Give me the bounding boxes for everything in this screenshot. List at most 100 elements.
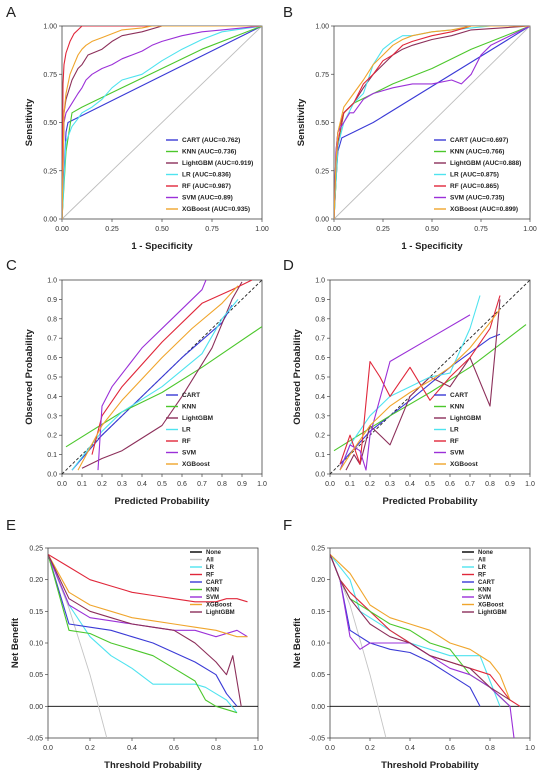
legend-label: All [206, 558, 214, 564]
legend-label: LR [182, 427, 191, 434]
y-tick-label: 1.0 [315, 278, 325, 285]
legend-label: SVM [182, 450, 196, 457]
y-tick-label: 0.25 [43, 168, 57, 175]
y-tick-label: 1.00 [315, 24, 329, 31]
legend-label: LightGBM [478, 610, 507, 616]
y-tick-label: 0.25 [315, 168, 329, 175]
legend-label: RF [206, 573, 214, 579]
x-tick-label: 0.2 [365, 745, 375, 752]
legend-label: SVM (AUC=0.735) [450, 195, 504, 202]
legend-label: LR (AUC=0.875) [450, 172, 499, 179]
panel-d: D 0.0 0.1 0.2 0.3 0.4 0.5 0.6 0.7 0.8 0.9 1.0 0.0 0.1… [283, 257, 535, 507]
y-tick-label: -0.05 [27, 736, 43, 743]
x-tick-label: 0.50 [155, 226, 169, 233]
y-tick-label: 0.8 [315, 316, 325, 323]
y-tick-label: 0.0 [315, 472, 325, 479]
series-line-xgboost [334, 26, 530, 219]
legend-label: None [478, 550, 494, 556]
series-line-lightgbm [330, 554, 511, 701]
x-tick-label: 0.4 [405, 481, 415, 488]
legend-label: LR [206, 565, 215, 571]
series-line-lightgbm [62, 26, 262, 219]
legend-label: LR [450, 427, 459, 434]
series-group [330, 553, 530, 738]
x-tick-label: 0.0 [325, 481, 335, 488]
legend-label: LR (AUC=0.836) [182, 172, 231, 179]
x-tick-label: 0.2 [85, 745, 95, 752]
legend: CART (AUC=0.697) KNN (AUC=0.766) LightGBM … [434, 137, 521, 213]
panel-f: F 0.0 0.2 0.4 0.6 0.8 1.0 -0.05 0.00 0.05 0.10 0.15… [283, 517, 535, 771]
x-tick-label: 0.4 [127, 745, 137, 752]
x-tick-label: 0.3 [117, 481, 127, 488]
legend-label: SVM [206, 595, 219, 601]
x-tick-label: 0.8 [217, 481, 227, 488]
y-tick-label: 0.15 [29, 609, 43, 616]
y-tick-label: 0.10 [311, 641, 325, 648]
series-line-rf [62, 26, 262, 219]
legend-label: XGBoost [478, 603, 504, 609]
x-tick-label: 0.9 [505, 481, 515, 488]
y-tick-label: 0.2 [315, 433, 325, 440]
y-tick-label: 0.50 [315, 120, 329, 127]
legend-label: XGBoost [206, 603, 232, 609]
legend-label: KNN [182, 404, 196, 411]
y-tick-label: 0.7 [47, 336, 57, 343]
x-tick-label: 0.25 [376, 226, 390, 233]
x-tick-label: 0.1 [77, 481, 87, 488]
series-line-lr [339, 295, 481, 471]
x-tick-label: 1.00 [255, 226, 269, 233]
panel-e: E 0.0 0.2 0.4 0.6 0.8 1.0 -0.05 0.00 0.05 0.10 0.15… [6, 517, 263, 771]
y-tick-label: 0.50 [43, 120, 57, 127]
series-line-knn [48, 554, 238, 714]
x-tick-label: 0.5 [157, 481, 167, 488]
y-tick-label: 0.5 [47, 375, 57, 382]
y-tick-label: 0.3 [47, 413, 57, 420]
series-group [62, 26, 262, 219]
y-axis-title: Observed Probability [24, 329, 35, 425]
series-line-svm [334, 26, 530, 219]
legend-label: LightGBM (AUC=0.919) [182, 160, 253, 167]
y-tick-label: 0.4 [315, 394, 325, 401]
x-axis-title: Predicted Probability [382, 496, 478, 507]
y-tick-label: 0.25 [311, 546, 325, 553]
y-tick-label: 0.1 [315, 452, 325, 459]
y-tick-label: 0.75 [43, 72, 57, 79]
series-line-lightgbm [345, 299, 501, 471]
x-tick-label: 0.2 [365, 481, 375, 488]
series-line-xgboost [62, 26, 262, 219]
x-tick-label: 0.7 [197, 481, 207, 488]
series-line-cart [48, 554, 238, 707]
x-tick-label: 1.00 [523, 226, 537, 233]
legend: CART KNN LightGBM LR RF SVM XGBoost [434, 392, 481, 468]
series-line-lr [71, 299, 239, 471]
legend-label: RF [182, 438, 191, 445]
x-tick-label: 0.4 [405, 745, 415, 752]
series-group [48, 553, 258, 738]
y-tick-label: 0.9 [47, 297, 57, 304]
legend-label: XGBoost (AUC=0.899) [450, 206, 518, 213]
x-tick-label: 0.0 [43, 745, 53, 752]
panel-label: B [283, 4, 293, 21]
legend-label: SVM [478, 595, 491, 601]
x-tick-label: 0.8 [485, 481, 495, 488]
legend-label: SVM (AUC=0.89) [182, 195, 233, 202]
reference-diagonal-line [333, 25, 531, 220]
y-tick-label: 0.0 [47, 472, 57, 479]
x-tick-label: 0.8 [485, 745, 495, 752]
panel-label: C [6, 257, 17, 274]
series-line-knn [65, 326, 262, 448]
y-tick-label: 0.20 [311, 577, 325, 584]
series-group [333, 295, 527, 471]
series-line-cart [339, 333, 501, 465]
x-axis-title: 1 - Specificity [401, 241, 463, 252]
legend: CART KNN LightGBM LR RF SVM XGBoost [166, 392, 213, 468]
y-tick-label: 0.00 [43, 217, 57, 224]
series-line-xgboost [330, 553, 511, 701]
y-tick-label: 0.00 [311, 704, 325, 711]
series-line-all [48, 554, 108, 738]
x-tick-label: 0.6 [177, 481, 187, 488]
x-tick-label: 0.75 [205, 226, 219, 233]
y-tick-label: 0.05 [29, 672, 43, 679]
